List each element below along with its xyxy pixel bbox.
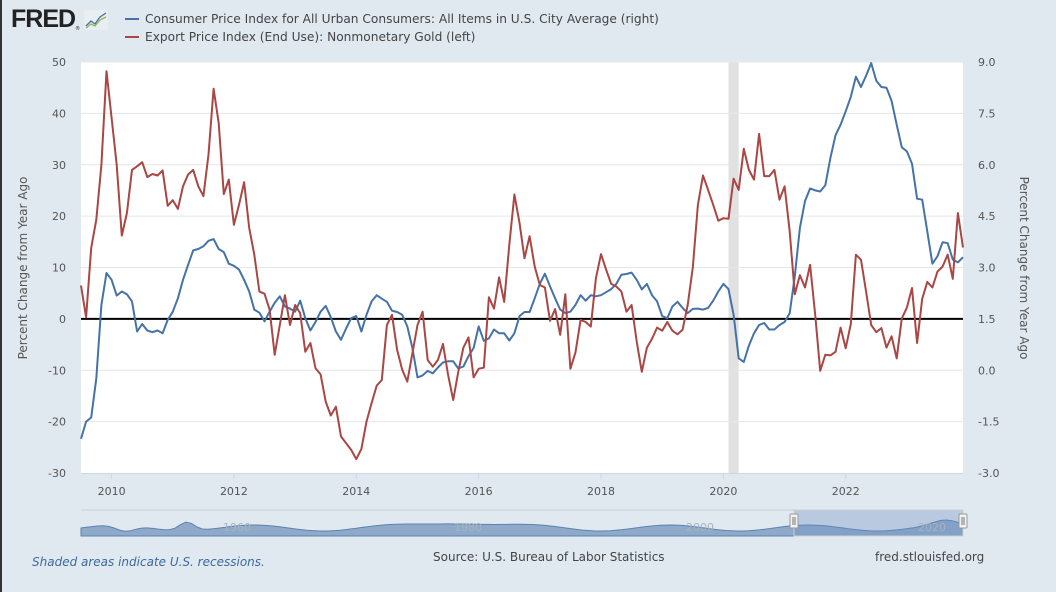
logo-text: FRED (11, 5, 76, 33)
navigator-year-label: 1960 (223, 521, 251, 534)
navigator-handle-right[interactable] (958, 513, 968, 529)
y-left-tick-label: -10 (48, 364, 66, 377)
y-right-tick-label: 4.5 (978, 210, 996, 223)
y-left-tick-label: -30 (48, 467, 66, 480)
x-tick-label: 2012 (220, 485, 248, 498)
logo-registered-mark: ® (75, 25, 81, 32)
series-lines (80, 62, 964, 461)
y-left-tick-label: 0 (59, 313, 66, 326)
x-tick-label: 2016 (465, 485, 493, 498)
y-right-tick-label: 7.5 (978, 107, 996, 120)
y-right-tick-label: -3.0 (978, 467, 999, 480)
legend-swatch-gold (125, 36, 139, 38)
y-left-tick-label: 20 (52, 210, 66, 223)
y-left-tick-label: 30 (52, 159, 66, 172)
x-tick-label: 2010 (98, 485, 126, 498)
fred-logo[interactable]: FRED ® (11, 5, 109, 33)
y-left-tick-label: 50 (52, 56, 66, 69)
range-navigator[interactable]: 1960 1980 2000 2020 (80, 509, 968, 537)
y-right-tick-label: 9.0 (978, 56, 996, 69)
navigator-handle-left[interactable] (789, 513, 799, 529)
window-border (0, 0, 2, 592)
y-right-tick-label: -1.5 (978, 416, 999, 429)
gold-series-line[interactable] (80, 70, 964, 461)
y-left-tick-label: -20 (48, 416, 66, 429)
y-axis-left-ticks: -30 -20 -10 0 10 20 30 40 50 (48, 56, 66, 480)
navigator-area (80, 519, 964, 537)
site-link[interactable]: fred.stlouisfed.org (875, 550, 985, 564)
navigator-year-label: 1980 (454, 521, 482, 534)
legend-swatch-cpi (125, 18, 139, 20)
x-axis-ticks: 2010 2012 2014 2016 2018 2020 2022 (98, 473, 860, 498)
x-tick-label: 2014 (342, 485, 370, 498)
x-tick-label: 2020 (709, 485, 737, 498)
y-left-tick-label: 10 (52, 262, 66, 275)
chart-line-icon (84, 9, 109, 30)
legend-label-cpi: Consumer Price Index for All Urban Consu… (145, 12, 659, 26)
y-right-tick-label: 6.0 (978, 159, 996, 172)
y-axis-right-ticks: -3.0 -1.5 0.0 1.5 3.0 4.5 6.0 7.5 9.0 (978, 56, 999, 480)
legend-label-gold: Export Price Index (End Use): Nonmonetar… (145, 30, 476, 44)
y-axis-left-title: Percent Change from Year Ago (16, 177, 30, 360)
legend-item-cpi[interactable]: Consumer Price Index for All Urban Consu… (125, 10, 659, 28)
navigator-labels: 1960 1980 2000 2020 (223, 521, 946, 534)
recession-note: Shaded areas indicate U.S. recessions. (32, 555, 265, 569)
navigator-year-label: 2020 (918, 521, 946, 534)
y-axis-right-title: Percent Change from Year Ago (1017, 177, 1031, 360)
cpi-series-line[interactable] (80, 62, 964, 440)
x-tick-label: 2018 (587, 485, 615, 498)
navigator-selection[interactable] (793, 509, 964, 537)
source-text: Source: U.S. Bureau of Labor Statistics (433, 550, 665, 564)
y-left-tick-label: 40 (52, 107, 66, 120)
navigator-year-label: 2000 (686, 521, 714, 534)
chart-legend: Consumer Price Index for All Urban Consu… (125, 10, 659, 46)
y-right-tick-label: 3.0 (978, 262, 996, 275)
x-tick-label: 2022 (832, 485, 860, 498)
y-right-tick-label: 1.5 (978, 313, 996, 326)
y-right-tick-label: 0.0 (978, 364, 996, 377)
legend-item-gold[interactable]: Export Price Index (End Use): Nonmonetar… (125, 28, 659, 46)
